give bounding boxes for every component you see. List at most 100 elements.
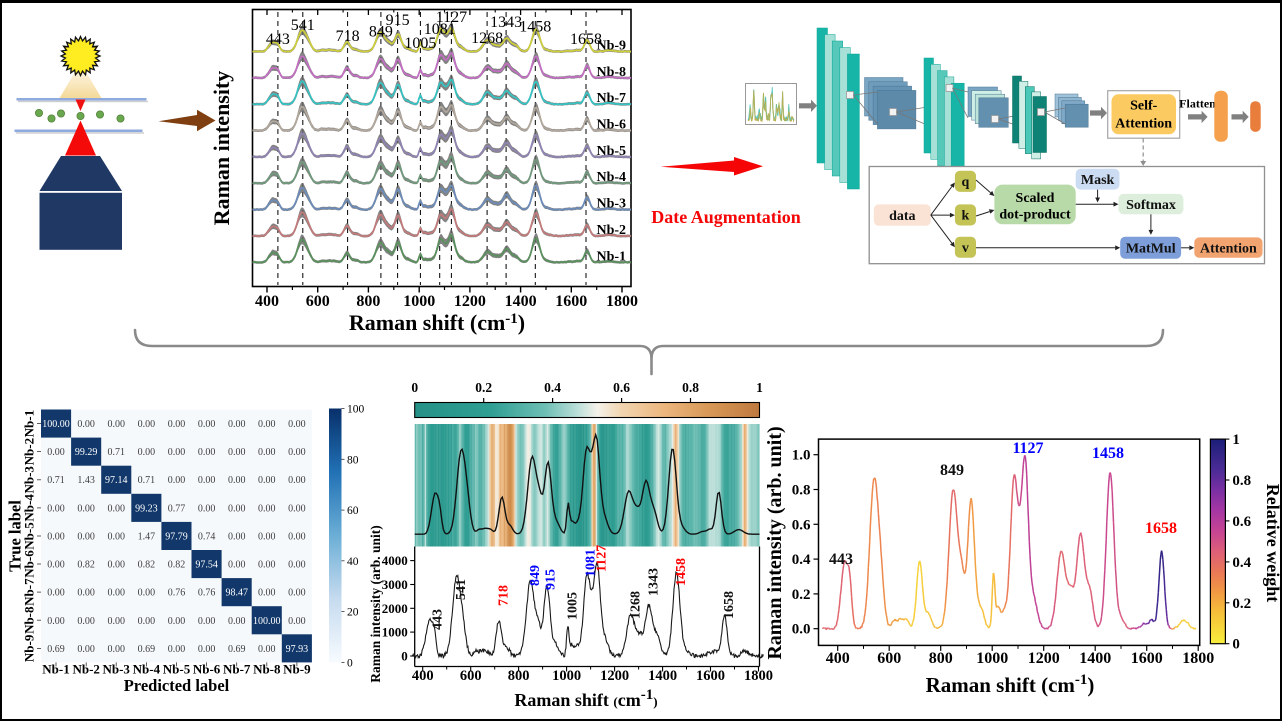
svg-text:0.00: 0.00 bbox=[198, 475, 216, 486]
svg-text:0.2: 0.2 bbox=[475, 380, 492, 395]
svg-text:718: 718 bbox=[497, 585, 512, 606]
svg-text:0.74: 0.74 bbox=[198, 531, 216, 542]
svg-text:k: k bbox=[962, 209, 970, 224]
svg-text:0.00: 0.00 bbox=[168, 447, 186, 458]
svg-text:1005: 1005 bbox=[404, 35, 436, 52]
svg-text:1268: 1268 bbox=[471, 30, 503, 47]
svg-text:0.00: 0.00 bbox=[47, 560, 65, 571]
svg-text:1200: 1200 bbox=[1028, 650, 1060, 667]
svg-text:0.0: 0.0 bbox=[792, 622, 811, 638]
svg-text:Nb-9: Nb-9 bbox=[283, 662, 311, 677]
svg-text:0.00: 0.00 bbox=[138, 447, 156, 458]
svg-text:1005: 1005 bbox=[565, 592, 580, 620]
svg-text:0.00: 0.00 bbox=[258, 560, 276, 571]
svg-text:Nb-6: Nb-6 bbox=[597, 118, 627, 133]
svg-text:718: 718 bbox=[336, 28, 360, 45]
svg-text:0.4: 0.4 bbox=[1232, 555, 1251, 571]
svg-text:0.00: 0.00 bbox=[288, 447, 306, 458]
svg-text:0.00: 0.00 bbox=[288, 531, 306, 542]
svg-text:3000: 3000 bbox=[382, 577, 408, 592]
svg-text:1600: 1600 bbox=[1131, 650, 1163, 667]
svg-text:0.00: 0.00 bbox=[77, 588, 95, 599]
svg-text:0.00: 0.00 bbox=[107, 644, 125, 655]
svg-text:1800: 1800 bbox=[1182, 650, 1214, 667]
svg-text:2000: 2000 bbox=[382, 601, 408, 616]
svg-text:0.82: 0.82 bbox=[138, 560, 156, 571]
svg-text:0.00: 0.00 bbox=[258, 644, 276, 655]
svg-text:1800: 1800 bbox=[606, 293, 638, 310]
svg-text:541: 541 bbox=[291, 17, 315, 34]
svg-text:Nb-2: Nb-2 bbox=[72, 662, 99, 677]
svg-text:1000: 1000 bbox=[552, 668, 581, 684]
svg-text:0: 0 bbox=[347, 657, 353, 669]
svg-text:Nb-7: Nb-7 bbox=[223, 662, 251, 677]
svg-text:0.00: 0.00 bbox=[258, 588, 276, 599]
svg-text:0.00: 0.00 bbox=[228, 419, 246, 430]
svg-text:Nb-8: Nb-8 bbox=[597, 65, 627, 80]
svg-text:0.77: 0.77 bbox=[168, 503, 186, 514]
svg-text:0.8: 0.8 bbox=[1232, 473, 1251, 489]
svg-text:1658: 1658 bbox=[722, 591, 737, 619]
svg-text:97.79: 97.79 bbox=[165, 531, 188, 542]
svg-text:400: 400 bbox=[826, 650, 850, 667]
svg-text:99.29: 99.29 bbox=[75, 447, 98, 458]
svg-text:1400: 1400 bbox=[648, 668, 677, 684]
svg-text:0.00: 0.00 bbox=[228, 503, 246, 514]
svg-text:1458: 1458 bbox=[674, 558, 689, 586]
svg-text:Flatten: Flatten bbox=[1179, 97, 1216, 111]
svg-text:Nb-2: Nb-2 bbox=[22, 438, 37, 465]
svg-text:0.00: 0.00 bbox=[198, 503, 216, 514]
svg-text:1268: 1268 bbox=[628, 591, 643, 619]
svg-text:1658: 1658 bbox=[570, 31, 602, 48]
svg-text:Nb-8: Nb-8 bbox=[253, 662, 281, 677]
svg-text:0.4: 0.4 bbox=[544, 380, 561, 395]
svg-text:800: 800 bbox=[508, 668, 530, 684]
svg-text:Nb-5: Nb-5 bbox=[597, 144, 627, 159]
svg-text:Nb-3: Nb-3 bbox=[597, 197, 627, 212]
svg-text:600: 600 bbox=[877, 650, 901, 667]
svg-text:1458: 1458 bbox=[1092, 445, 1124, 462]
svg-text:0.00: 0.00 bbox=[77, 644, 95, 655]
svg-text:400: 400 bbox=[255, 293, 279, 310]
svg-text:600: 600 bbox=[306, 293, 330, 310]
svg-text:Nb-9: Nb-9 bbox=[597, 39, 627, 54]
svg-text:1127: 1127 bbox=[595, 545, 610, 572]
svg-text:0: 0 bbox=[401, 649, 408, 664]
svg-text:Nb-1: Nb-1 bbox=[22, 410, 37, 437]
svg-text:1658: 1658 bbox=[1145, 520, 1177, 537]
svg-text:600: 600 bbox=[460, 668, 482, 684]
svg-text:0.82: 0.82 bbox=[77, 560, 95, 571]
svg-text:99.23: 99.23 bbox=[135, 503, 158, 514]
svg-text:Nb-7: Nb-7 bbox=[22, 578, 37, 606]
svg-text:0.00: 0.00 bbox=[77, 616, 95, 627]
svg-text:Nb-3: Nb-3 bbox=[102, 662, 130, 677]
svg-text:1343: 1343 bbox=[646, 568, 661, 596]
svg-text:Scaled: Scaled bbox=[1016, 191, 1055, 206]
svg-text:849: 849 bbox=[369, 24, 393, 41]
svg-text:1000: 1000 bbox=[976, 650, 1008, 667]
svg-text:Raman shift (cm-1): Raman shift (cm-1) bbox=[514, 687, 657, 710]
svg-text:0.2: 0.2 bbox=[792, 587, 811, 603]
svg-text:1458: 1458 bbox=[519, 19, 551, 36]
svg-text:0.6: 0.6 bbox=[792, 517, 811, 533]
svg-text:Attention: Attention bbox=[1200, 241, 1257, 256]
svg-text:0.00: 0.00 bbox=[288, 560, 306, 571]
svg-text:443: 443 bbox=[829, 551, 853, 568]
svg-text:0.00: 0.00 bbox=[228, 560, 246, 571]
svg-text:Mask: Mask bbox=[1081, 173, 1115, 188]
svg-text:0.00: 0.00 bbox=[228, 475, 246, 486]
svg-text:Nb-5: Nb-5 bbox=[163, 662, 191, 677]
svg-text:0.69: 0.69 bbox=[138, 644, 156, 655]
svg-text:0.6: 0.6 bbox=[1232, 514, 1251, 530]
svg-text:0.00: 0.00 bbox=[168, 475, 186, 486]
svg-text:Nb-9: Nb-9 bbox=[22, 634, 37, 662]
svg-text:q: q bbox=[962, 175, 970, 190]
svg-text:Attention: Attention bbox=[1115, 117, 1172, 132]
svg-text:97.14: 97.14 bbox=[105, 475, 128, 486]
svg-text:0.00: 0.00 bbox=[47, 616, 65, 627]
svg-text:0: 0 bbox=[1232, 637, 1240, 653]
svg-text:1.47: 1.47 bbox=[138, 531, 156, 542]
svg-text:0.00: 0.00 bbox=[168, 644, 186, 655]
svg-text:1000: 1000 bbox=[382, 625, 408, 640]
svg-text:80: 80 bbox=[347, 454, 359, 466]
